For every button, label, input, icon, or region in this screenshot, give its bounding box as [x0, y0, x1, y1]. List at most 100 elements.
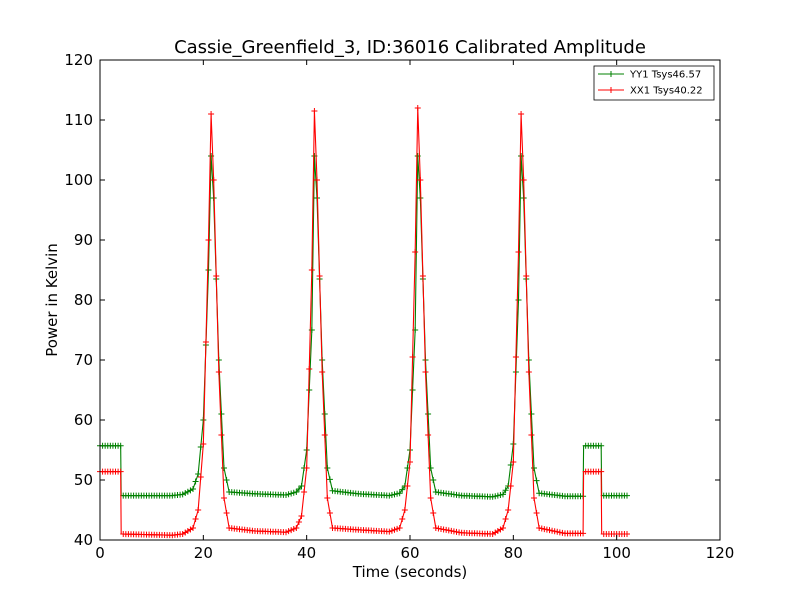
y-axis-label: Power in Kelvin [43, 243, 61, 357]
legend-marker [608, 71, 614, 77]
data-point [283, 492, 289, 498]
data-point [179, 491, 186, 498]
data-point [500, 491, 506, 498]
data-point [419, 273, 426, 279]
data-point [223, 477, 230, 483]
data-point [391, 491, 398, 498]
x-axis-label: Time (seconds) [352, 563, 468, 581]
data-point [500, 525, 506, 531]
data-point [515, 249, 522, 255]
data-point [425, 411, 432, 417]
data-point [427, 465, 434, 471]
legend: YY1 Tsys46.57 XX1 Tsys40.22 [593, 65, 715, 101]
data-point [213, 273, 220, 279]
data-point [427, 495, 434, 501]
data-point [543, 526, 550, 533]
data-point [624, 531, 630, 537]
data-point [205, 237, 212, 243]
data-point [598, 468, 605, 475]
data-point [394, 525, 401, 532]
data-point [319, 369, 326, 375]
data-point [538, 525, 545, 532]
data-point [404, 483, 411, 489]
data-point [221, 495, 227, 501]
data-point [321, 411, 328, 417]
data-point [306, 366, 313, 372]
data-point [489, 493, 496, 500]
data-point [195, 471, 202, 477]
data-point [293, 525, 300, 531]
data-point [528, 411, 535, 417]
data-point [326, 510, 333, 516]
data-point [205, 267, 212, 273]
data-point [326, 476, 333, 483]
data-point [598, 442, 605, 449]
data-point [200, 441, 207, 447]
data-point [507, 483, 514, 489]
x-tick-label: 0 [95, 544, 105, 562]
data-point [288, 490, 295, 497]
data-point [386, 492, 393, 499]
data-point [520, 177, 527, 183]
data-point [523, 273, 530, 279]
data-point [533, 510, 540, 516]
legend-marker [608, 87, 614, 93]
data-point [417, 177, 424, 183]
data-point [386, 528, 393, 535]
data-point [187, 487, 194, 494]
y-tick-label: 90 [74, 231, 93, 249]
data-point [190, 486, 196, 492]
data-point [324, 495, 331, 501]
data-point [492, 493, 499, 500]
data-point [430, 477, 437, 483]
data-point [525, 369, 532, 375]
data-point [425, 432, 432, 438]
data-point [518, 111, 525, 117]
data-point [182, 490, 189, 497]
data-point [218, 411, 225, 417]
x-tick-label: 80 [504, 544, 523, 562]
y-tick-label: 60 [74, 411, 93, 429]
data-point [301, 489, 308, 495]
data-point [288, 527, 295, 534]
data-point [396, 490, 403, 497]
data-point [117, 442, 124, 449]
data-point [388, 492, 395, 498]
data-point [218, 432, 225, 438]
data-point [510, 459, 517, 465]
x-tick-label: 100 [602, 544, 631, 562]
data-point [414, 105, 421, 111]
data-point [223, 510, 230, 516]
y-tick-label: 80 [74, 291, 93, 309]
data-point [293, 489, 300, 495]
data-point [295, 486, 302, 492]
data-point [298, 513, 305, 519]
data-point [321, 432, 328, 438]
data-point [412, 249, 419, 255]
y-tick-label: 40 [74, 531, 93, 549]
data-point [290, 489, 297, 496]
legend-label: XX1 Tsys40.22 [630, 86, 703, 97]
data-point [388, 527, 395, 534]
data-point [502, 487, 509, 494]
data-point [311, 108, 318, 114]
data-point [290, 526, 297, 533]
x-tick-label: 120 [706, 544, 735, 562]
data-point [192, 478, 199, 485]
data-point [202, 339, 209, 345]
data-point [401, 507, 408, 513]
data-point [533, 477, 540, 484]
y-tick-label: 70 [74, 351, 93, 369]
data-point [528, 432, 535, 438]
chart-title: Cassie_Greenfield_3, ID:36016 Calibrated… [174, 37, 646, 58]
data-point [190, 525, 196, 531]
data-point [210, 177, 217, 183]
data-point [117, 468, 124, 475]
data-point [505, 507, 512, 513]
data-point [554, 528, 561, 535]
x-tick-label: 40 [297, 544, 316, 562]
data-point [546, 527, 553, 534]
data-point [559, 529, 566, 536]
data-point [208, 111, 215, 117]
